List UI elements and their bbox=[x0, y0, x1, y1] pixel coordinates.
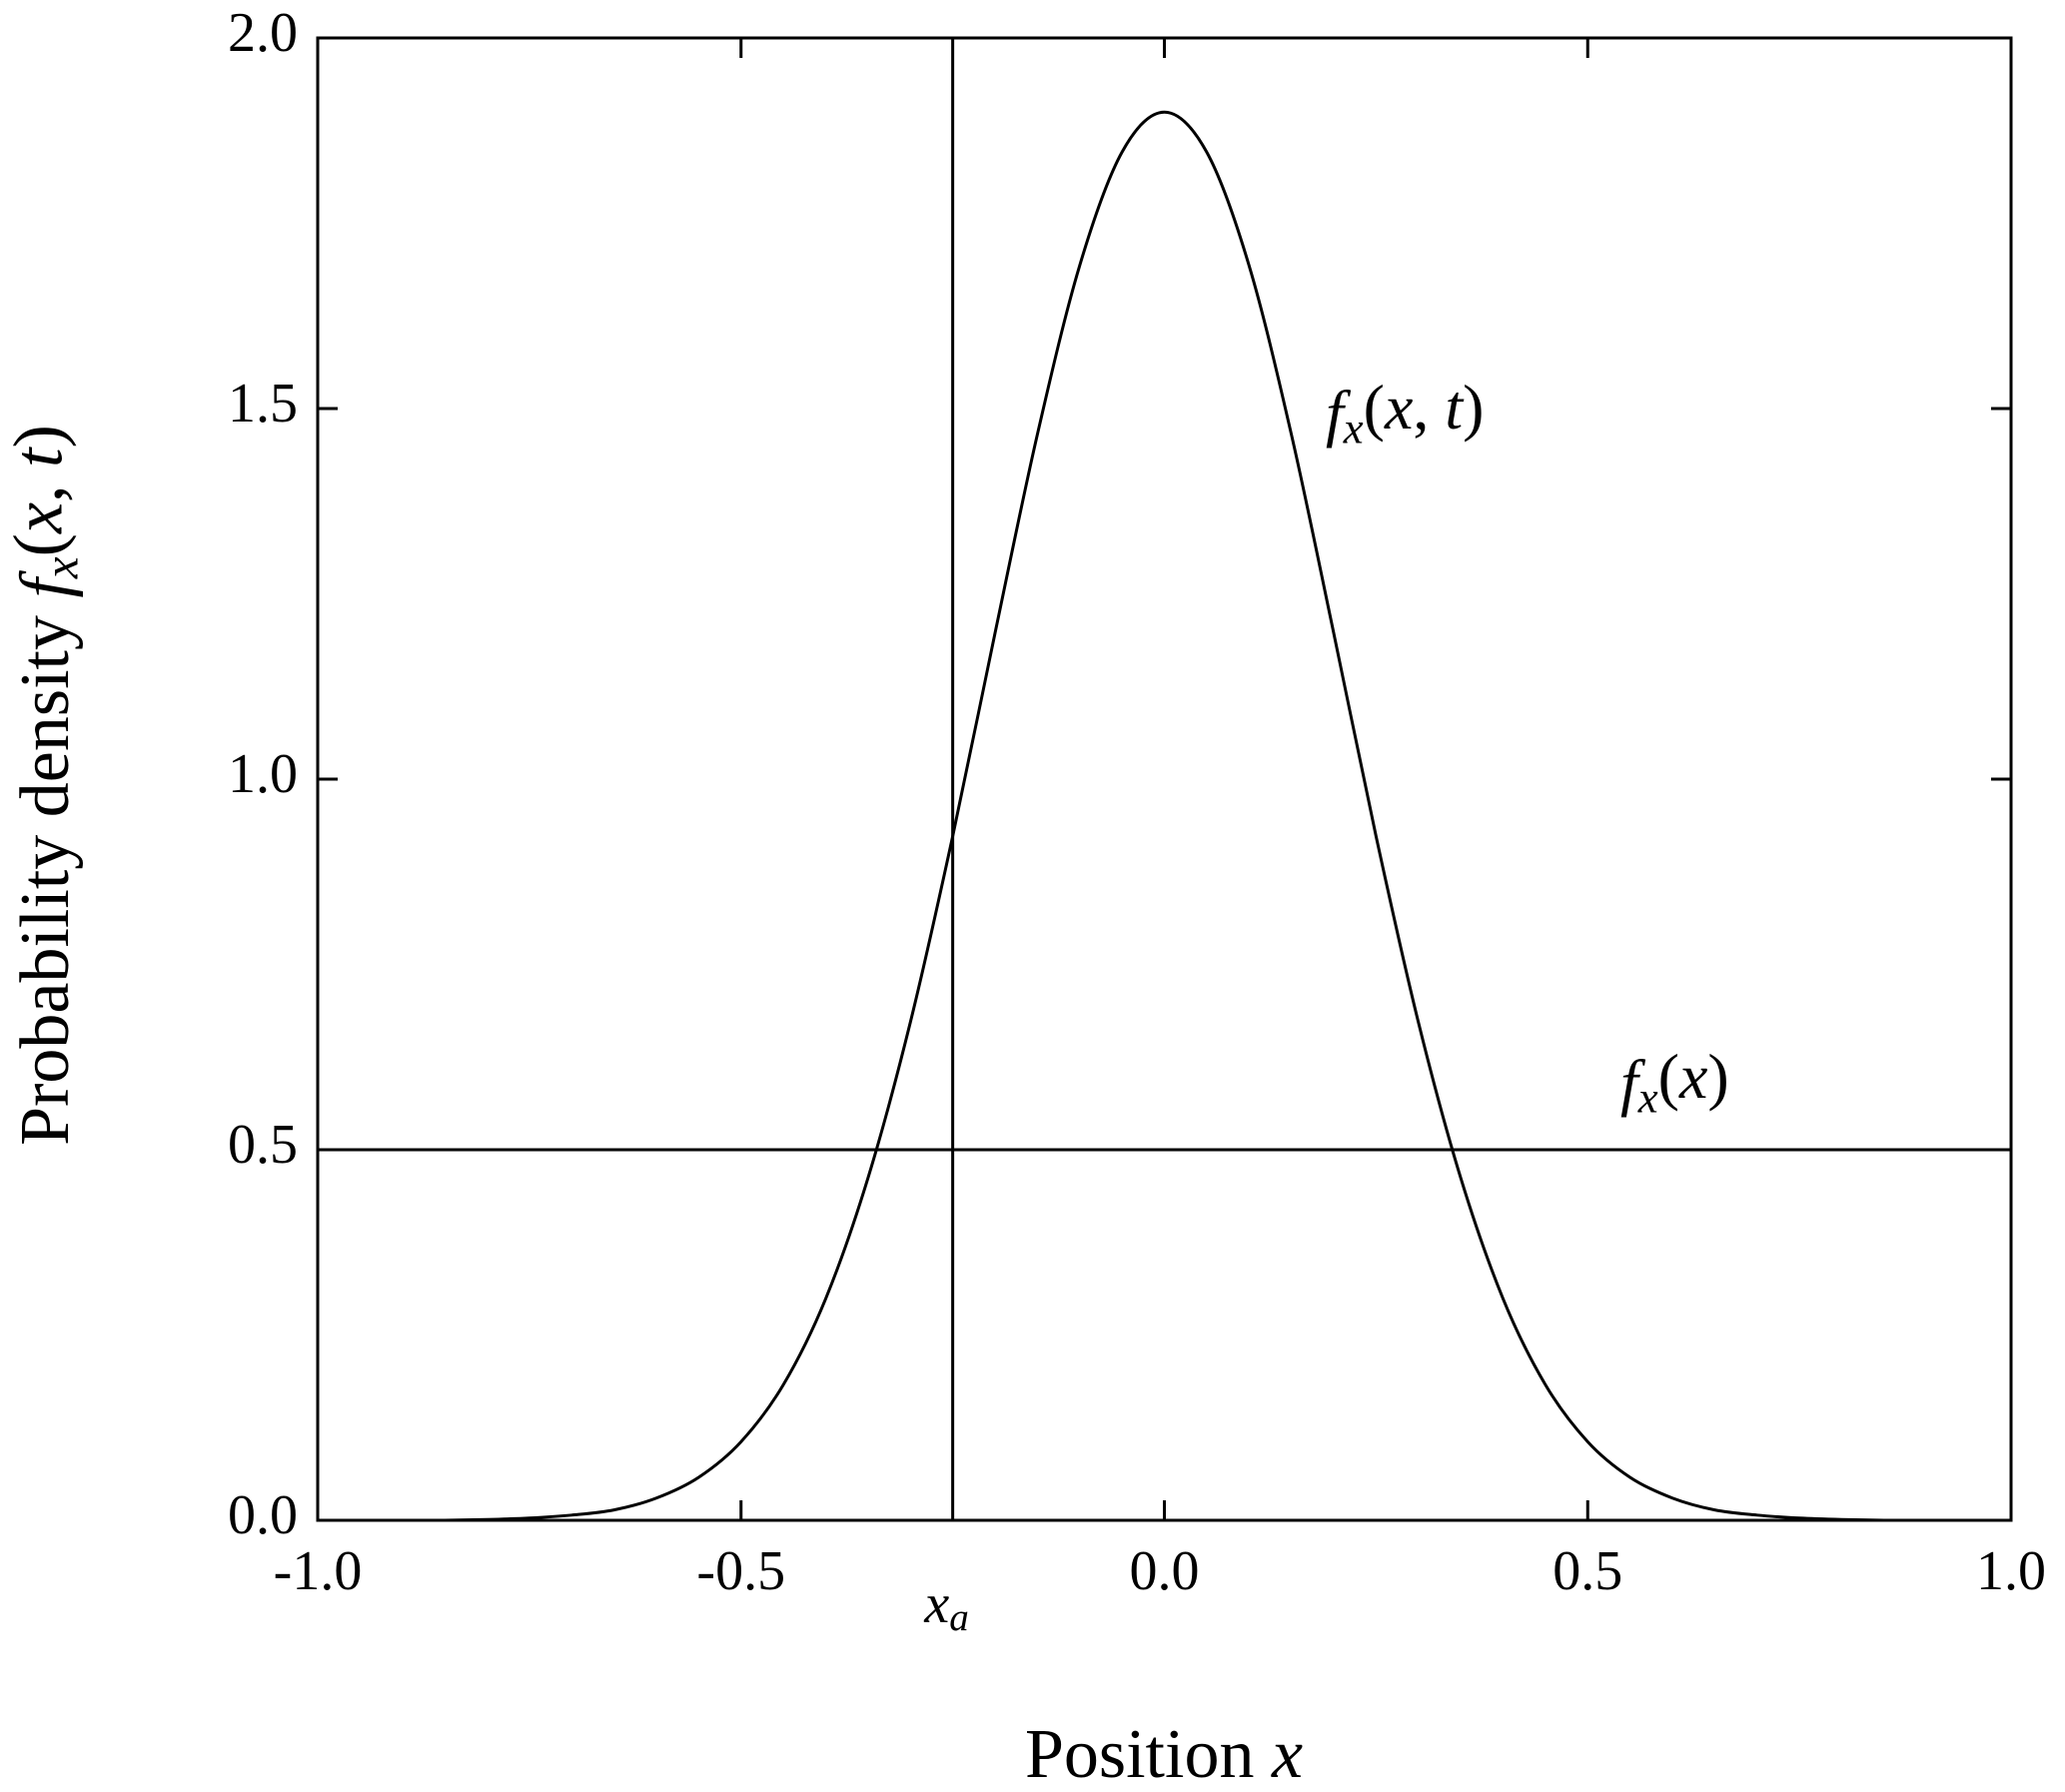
x-tick-label: 1.0 bbox=[1976, 1540, 2046, 1602]
x-tick-label: -0.5 bbox=[696, 1540, 785, 1602]
y-tick-label: 1.5 bbox=[228, 373, 298, 435]
text-part: x bbox=[1271, 1716, 1303, 1792]
text-part: x bbox=[1343, 404, 1364, 453]
y-tick-label: 2.0 bbox=[228, 2, 298, 64]
text-part: ) bbox=[1463, 372, 1484, 443]
text-part: Position bbox=[1025, 1716, 1272, 1792]
text-part: ( bbox=[1, 533, 78, 556]
plot-frame bbox=[316, 36, 2013, 1522]
x-axis-title: Position x bbox=[1025, 1716, 1303, 1792]
text-part: ( bbox=[1364, 372, 1385, 443]
text-part: x bbox=[1, 502, 78, 534]
x-tick-label: -1.0 bbox=[274, 1540, 363, 1602]
text-part: ( bbox=[1658, 1041, 1679, 1112]
text-part: t bbox=[1, 447, 78, 467]
curve-label: fx(x, t) bbox=[1326, 372, 1484, 453]
text-part: ) bbox=[1707, 1041, 1728, 1112]
text-part: t bbox=[1445, 372, 1465, 443]
text-part: x bbox=[34, 556, 89, 579]
text-part: a bbox=[949, 1596, 969, 1639]
text-part: x bbox=[1384, 372, 1413, 443]
text-part: ) bbox=[1, 425, 78, 448]
y-axis-title: Probability density fx(x, t) bbox=[1, 425, 89, 1146]
text-part: x bbox=[1637, 1073, 1658, 1123]
text-part: , bbox=[1, 467, 78, 502]
y-tick-label: 1.0 bbox=[228, 743, 298, 805]
density-curve bbox=[318, 110, 2011, 1522]
text-part: x bbox=[1678, 1041, 1707, 1112]
vline-label: xa bbox=[923, 1573, 968, 1639]
x-tick-label: 0.5 bbox=[1552, 1540, 1622, 1602]
hline-label: fx(x) bbox=[1620, 1041, 1729, 1123]
text-part: , bbox=[1413, 372, 1445, 443]
text-part: x bbox=[923, 1573, 949, 1635]
y-tick-label: 0.0 bbox=[228, 1484, 298, 1546]
y-tick-label: 0.5 bbox=[228, 1114, 298, 1176]
x-tick-label: 0.0 bbox=[1130, 1540, 1200, 1602]
text-part: Probability density bbox=[7, 598, 84, 1146]
